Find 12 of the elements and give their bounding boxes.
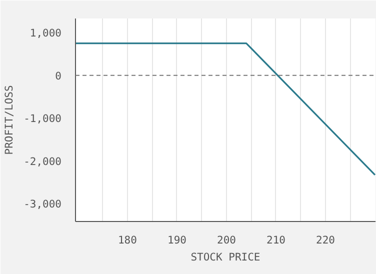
x-tick-label: 210 bbox=[266, 234, 286, 246]
x-axis-title: STOCK PRICE bbox=[190, 252, 260, 264]
x-tick-label: 180 bbox=[118, 234, 137, 246]
y-axis-title: PROFIT/LOSS bbox=[4, 85, 16, 155]
y-tick-label: -2,000 bbox=[24, 156, 62, 168]
x-tick-label: 220 bbox=[316, 234, 335, 246]
y-tick-label: -1,000 bbox=[24, 113, 62, 126]
y-tick-label: -3,000 bbox=[24, 198, 62, 211]
y-tick-label: 1,000 bbox=[30, 28, 62, 40]
y-tick-label: 0 bbox=[55, 70, 62, 82]
x-tick-label: 200 bbox=[217, 234, 236, 246]
x-tick-label: 190 bbox=[168, 234, 186, 246]
